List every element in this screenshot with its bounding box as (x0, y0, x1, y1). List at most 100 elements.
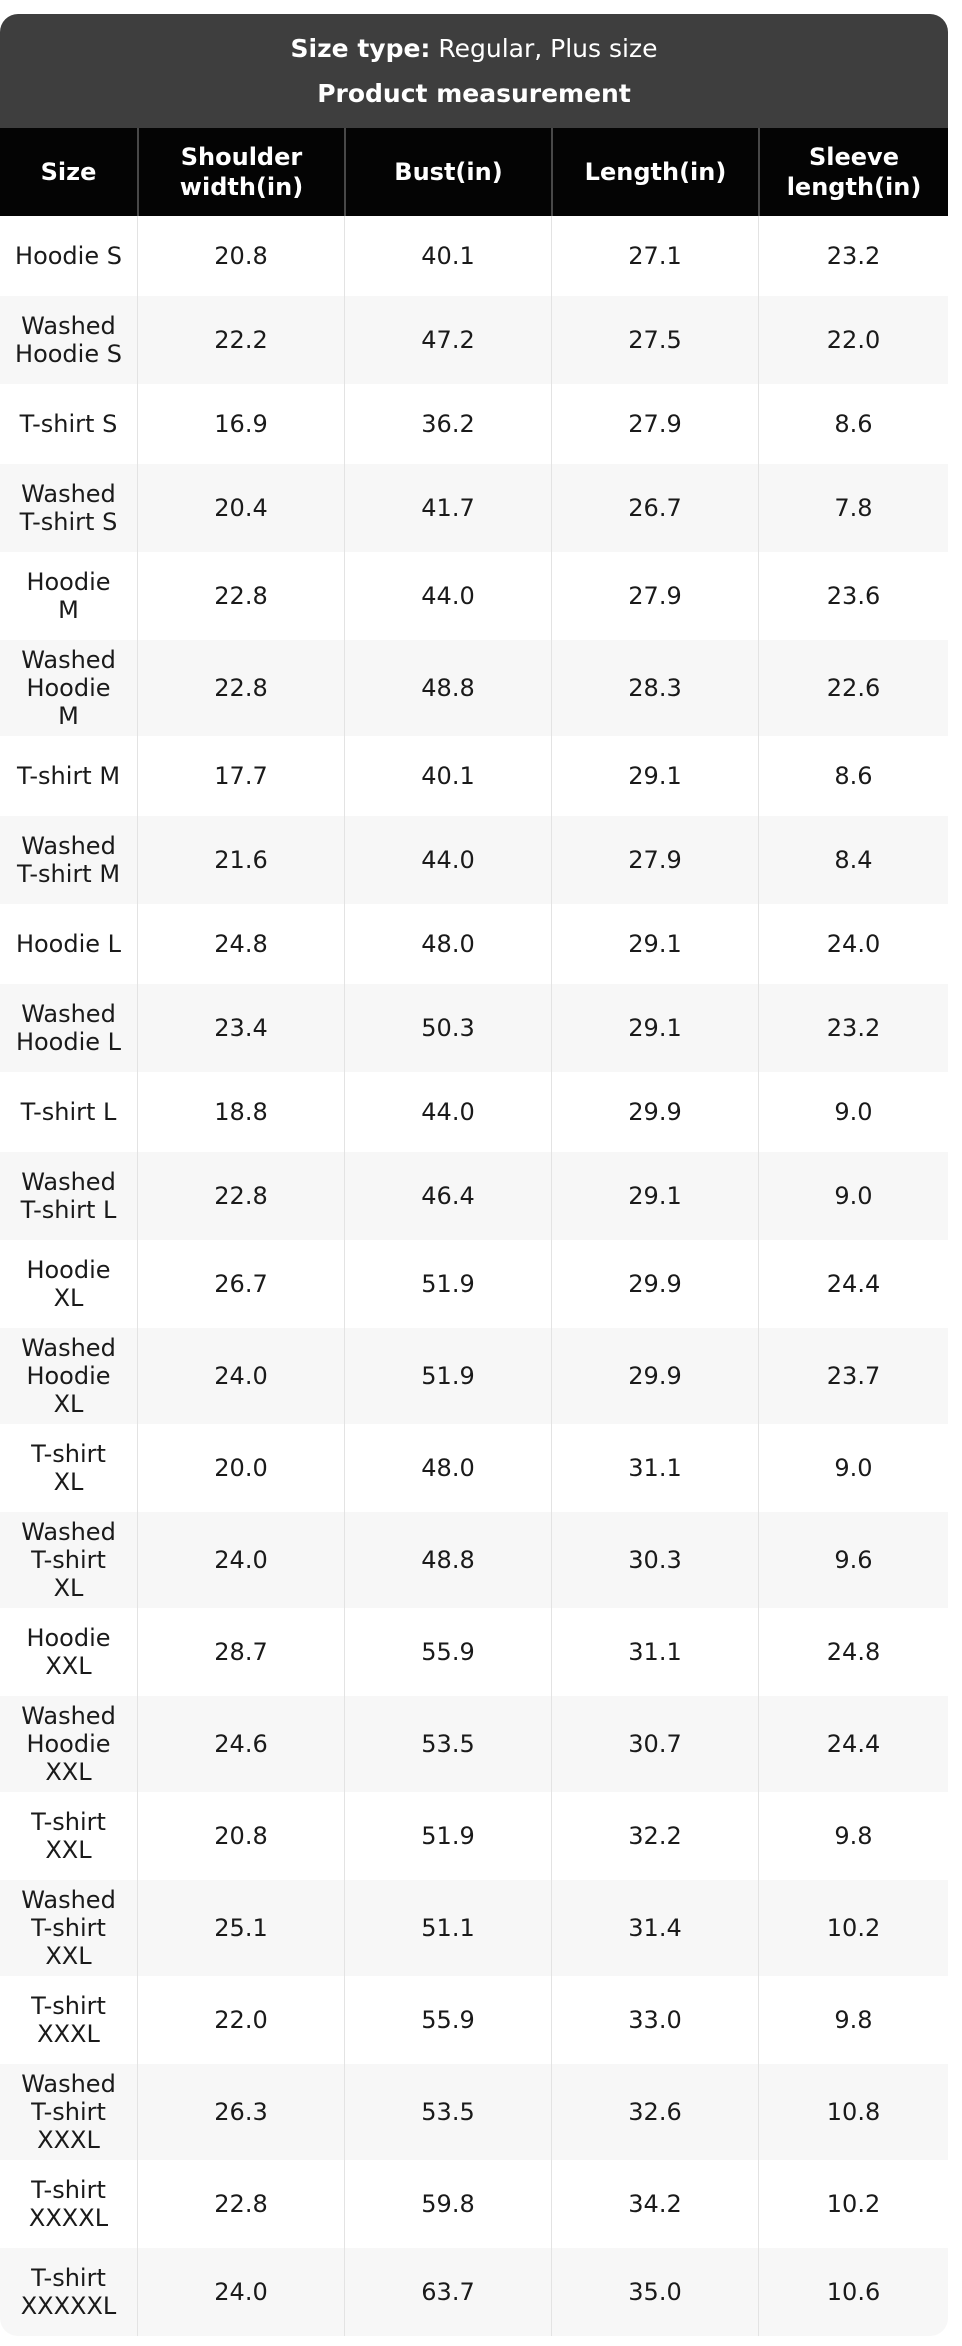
column-header: Length(in) (551, 128, 758, 216)
table-header-row: Size Shoulder width(in) Bust(in) Length(in)… (0, 128, 948, 216)
shoulder-cell: 22.8 (137, 640, 344, 736)
length-cell: 27.9 (551, 384, 758, 464)
table-row: Hoodie S 20.8 40.1 27.1 23.2 (0, 216, 948, 296)
bust-cell: 46.4 (344, 1152, 551, 1240)
length-cell: 30.7 (551, 1696, 758, 1792)
bust-cell: 51.9 (344, 1792, 551, 1880)
sleeve-cell: 23.6 (758, 552, 948, 640)
bust-cell: 48.0 (344, 1424, 551, 1512)
size-type-label: Size type: (290, 33, 431, 63)
size-cell: Washed Hoodie XXL (21, 1702, 116, 1786)
measurement-table: Size Shoulder width(in) Bust(in) Length(in)… (0, 128, 948, 2336)
table-row: Hoodie XL 26.7 51.9 29.9 24.4 (0, 1240, 948, 1328)
table-row: T-shirt XXL 20.8 51.9 32.2 9.8 (0, 1792, 948, 1880)
size-cell: Washed T-shirt XXXL (21, 2070, 116, 2154)
table-row: Washed T-shirt XL 24.0 48.8 30.3 9.6 (0, 1512, 948, 1608)
length-cell: 30.3 (551, 1512, 758, 1608)
bust-cell: 63.7 (344, 2248, 551, 2336)
table-row: Hoodie M 22.8 44.0 27.9 23.6 (0, 552, 948, 640)
sleeve-cell: 8.6 (758, 736, 948, 816)
length-cell: 34.2 (551, 2160, 758, 2248)
size-type-line: Size type: Regular, Plus size (290, 33, 658, 63)
shoulder-cell: 22.8 (137, 2160, 344, 2248)
table-row: T-shirt XXXXXL 24.0 63.7 35.0 10.6 (0, 2248, 948, 2336)
length-cell: 29.1 (551, 904, 758, 984)
size-cell: Hoodie XL (26, 1256, 111, 1312)
bust-cell: 55.9 (344, 1976, 551, 2064)
sleeve-cell: 9.0 (758, 1424, 948, 1512)
length-cell: 29.1 (551, 1152, 758, 1240)
bust-cell: 36.2 (344, 384, 551, 464)
shoulder-cell: 26.7 (137, 1240, 344, 1328)
length-cell: 31.1 (551, 1424, 758, 1512)
column-header: Bust(in) (344, 128, 551, 216)
size-cell: Washed T-shirt L (20, 1168, 117, 1224)
shoulder-cell: 24.6 (137, 1696, 344, 1792)
length-cell: 33.0 (551, 1976, 758, 2064)
bust-cell: 51.9 (344, 1328, 551, 1424)
size-type-value: Regular, Plus size (438, 33, 658, 63)
size-chart-banner: Size type: Regular, Plus size Product me… (0, 14, 948, 128)
length-cell: 28.3 (551, 640, 758, 736)
length-cell: 27.5 (551, 296, 758, 384)
length-cell: 26.7 (551, 464, 758, 552)
bust-cell: 48.0 (344, 904, 551, 984)
sleeve-cell: 24.4 (758, 1696, 948, 1792)
shoulder-cell: 24.0 (137, 2248, 344, 2336)
bust-cell: 44.0 (344, 1072, 551, 1152)
length-cell: 29.1 (551, 984, 758, 1072)
bust-cell: 50.3 (344, 984, 551, 1072)
table-row: Washed T-shirt XXL 25.1 51.1 31.4 10.2 (0, 1880, 948, 1976)
shoulder-cell: 21.6 (137, 816, 344, 904)
product-measurement-title: Product measurement (317, 78, 631, 108)
bust-cell: 48.8 (344, 640, 551, 736)
size-cell: T-shirt M (16, 762, 121, 790)
sleeve-cell: 10.2 (758, 1880, 948, 1976)
size-cell: T-shirt L (20, 1098, 117, 1126)
bust-cell: 55.9 (344, 1608, 551, 1696)
length-cell: 31.4 (551, 1880, 758, 1976)
shoulder-cell: 24.0 (137, 1328, 344, 1424)
table-row: Hoodie XXL 28.7 55.9 31.1 24.8 (0, 1608, 948, 1696)
table-row: Washed T-shirt XXXL 26.3 53.5 32.6 10.8 (0, 2064, 948, 2160)
sleeve-cell: 24.0 (758, 904, 948, 984)
shoulder-cell: 17.7 (137, 736, 344, 816)
table-row: Washed Hoodie XL 24.0 51.9 29.9 23.7 (0, 1328, 948, 1424)
sleeve-cell: 10.6 (758, 2248, 948, 2336)
table-row: Hoodie L 24.8 48.0 29.1 24.0 (0, 904, 948, 984)
sleeve-cell: 9.0 (758, 1152, 948, 1240)
sleeve-cell: 8.6 (758, 384, 948, 464)
sleeve-cell: 23.2 (758, 216, 948, 296)
table-row: T-shirt XXXL 22.0 55.9 33.0 9.8 (0, 1976, 948, 2064)
length-cell: 29.1 (551, 736, 758, 816)
shoulder-cell: 18.8 (137, 1072, 344, 1152)
table-row: Washed Hoodie XXL 24.6 53.5 30.7 24.4 (0, 1696, 948, 1792)
table-row: Washed T-shirt M 21.6 44.0 27.9 8.4 (0, 816, 948, 904)
size-cell: Washed Hoodie M (21, 646, 116, 730)
bust-cell: 51.1 (344, 1880, 551, 1976)
table-row: Washed T-shirt L 22.8 46.4 29.1 9.0 (0, 1152, 948, 1240)
size-cell: Washed T-shirt M (16, 832, 121, 888)
shoulder-cell: 23.4 (137, 984, 344, 1072)
size-cell: Washed T-shirt XXL (21, 1886, 116, 1970)
shoulder-cell: 26.3 (137, 2064, 344, 2160)
sleeve-cell: 9.0 (758, 1072, 948, 1152)
size-cell: T-shirt XXL (31, 1808, 106, 1864)
sleeve-cell: 23.2 (758, 984, 948, 1072)
sleeve-cell: 24.4 (758, 1240, 948, 1328)
size-cell: Washed Hoodie XL (21, 1334, 116, 1418)
table-row: Washed Hoodie S 22.2 47.2 27.5 22.0 (0, 296, 948, 384)
table-row: Washed Hoodie M 22.8 48.8 28.3 22.6 (0, 640, 948, 736)
length-cell: 29.9 (551, 1328, 758, 1424)
shoulder-cell: 25.1 (137, 1880, 344, 1976)
bust-cell: 53.5 (344, 1696, 551, 1792)
table-row: T-shirt S 16.9 36.2 27.9 8.6 (0, 384, 948, 464)
sleeve-cell: 22.0 (758, 296, 948, 384)
length-cell: 27.9 (551, 552, 758, 640)
sleeve-cell: 10.2 (758, 2160, 948, 2248)
size-cell: T-shirt XXXXXL (20, 2264, 117, 2320)
length-cell: 35.0 (551, 2248, 758, 2336)
length-cell: 27.1 (551, 216, 758, 296)
bust-cell: 47.2 (344, 296, 551, 384)
bust-cell: 40.1 (344, 216, 551, 296)
